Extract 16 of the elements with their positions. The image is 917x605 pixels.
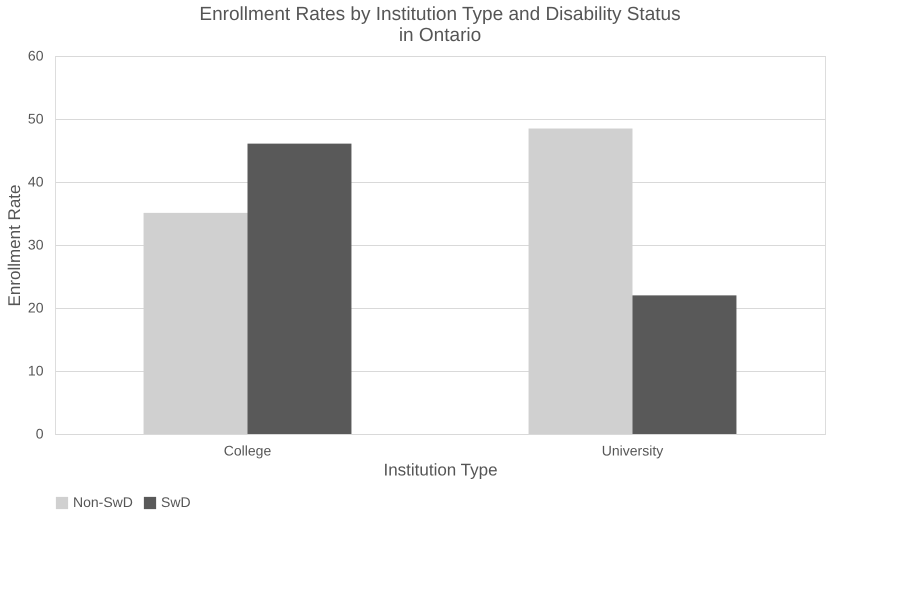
legend-label: SwD (161, 494, 191, 510)
x-tick-label: College (224, 442, 272, 458)
chart-title: Enrollment Rates by Institution Type and Disability Status in Ontario (199, 4, 681, 46)
y-axis-title: Enrollment Rate (4, 184, 24, 306)
y-tick-label: 40 (28, 174, 44, 190)
y-tick-label: 60 (28, 48, 44, 64)
y-tick-label: 20 (28, 300, 44, 316)
y-tick-label: 50 (28, 110, 44, 126)
x-tick-label: University (602, 442, 664, 458)
y-tick-label: 0 (36, 426, 44, 442)
legend-label: Non-SwD (73, 494, 133, 510)
y-tick-label: 10 (28, 362, 44, 378)
y-tick-label: 30 (28, 236, 44, 252)
bar (248, 144, 352, 434)
bar (632, 295, 736, 434)
x-axis-title: Institution Type (383, 460, 498, 480)
